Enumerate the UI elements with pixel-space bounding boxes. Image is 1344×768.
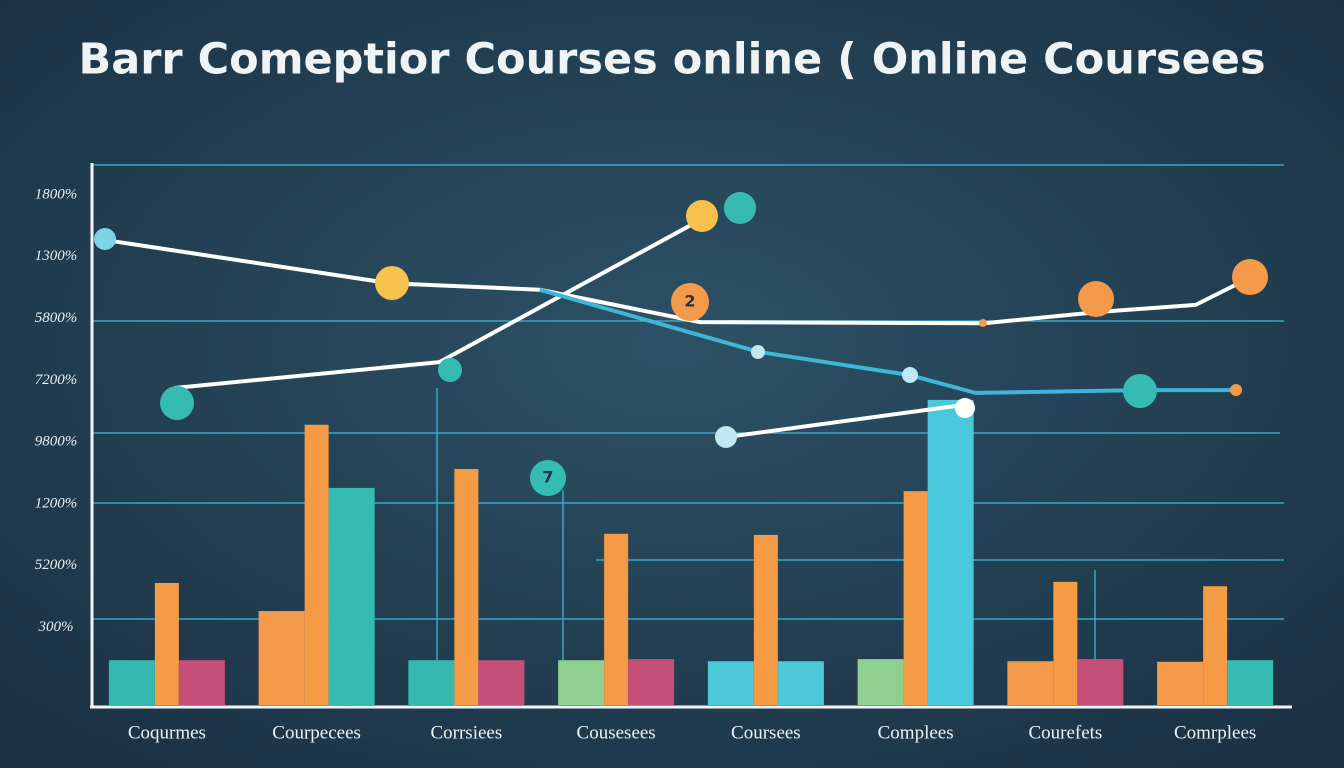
marker	[160, 386, 194, 420]
y-axis-label: 5200%	[35, 557, 78, 573]
marker	[530, 460, 566, 496]
x-tick-label: Corrsiees	[430, 722, 502, 743]
bar	[454, 469, 479, 705]
bar	[1157, 661, 1204, 705]
bar	[258, 611, 305, 705]
bar	[478, 660, 525, 705]
bar	[927, 399, 974, 705]
marker	[751, 345, 765, 359]
bar	[1077, 659, 1124, 705]
x-tick-label: Complees	[878, 722, 954, 743]
y-axis-label: 7200%	[35, 372, 78, 388]
marker	[1232, 259, 1268, 295]
marker	[715, 426, 737, 448]
y-axis-label: 1300%	[35, 248, 78, 264]
marker	[902, 367, 918, 383]
marker	[375, 266, 409, 300]
bar	[707, 661, 754, 705]
chart-title: Barr Comeptior Courses online ( Online C…	[78, 35, 1265, 85]
line	[174, 218, 701, 391]
x-tick-label: Courpecees	[272, 722, 361, 743]
line	[725, 402, 966, 440]
x-tick-label: Coqurmes	[128, 722, 206, 743]
bar	[1203, 586, 1228, 705]
annotation: 7	[542, 468, 553, 487]
bar	[328, 487, 375, 705]
axes	[90, 163, 1292, 709]
y-axis-label: 9800%	[35, 434, 78, 450]
bar	[408, 660, 455, 705]
bars	[108, 399, 1274, 705]
y-axis-label: 1800%	[35, 186, 78, 202]
bar	[558, 660, 605, 705]
bar	[777, 661, 824, 705]
marker	[438, 358, 462, 382]
marker	[979, 319, 987, 327]
marker	[724, 192, 756, 224]
x-tick-label: Cousesees	[577, 722, 656, 743]
marker	[1123, 374, 1157, 408]
bar	[178, 660, 225, 705]
marker	[1230, 384, 1242, 396]
labels: 1800% 1300% 5800% 7200% 9800% 1200% 5200% 300% C…	[35, 186, 1257, 743]
bar	[1053, 581, 1078, 705]
marker	[955, 398, 975, 418]
y-axis-label: 1200%	[35, 495, 78, 511]
bar	[154, 582, 179, 705]
marker	[1078, 281, 1114, 317]
x-tick-label: Coursees	[731, 722, 801, 743]
annotation: 2	[684, 292, 695, 311]
marker	[94, 228, 116, 250]
markers: 2 7	[94, 192, 1268, 496]
bar	[1007, 661, 1054, 705]
bar	[628, 659, 675, 705]
bar	[604, 533, 629, 705]
bar	[857, 659, 904, 705]
bar	[753, 534, 778, 705]
bar	[1227, 660, 1274, 705]
bar	[304, 424, 329, 705]
bar	[108, 660, 155, 705]
marker	[671, 283, 709, 321]
bar	[903, 491, 928, 705]
x-tick-label: Comrplees	[1174, 722, 1256, 743]
y-axis-label: 5800%	[35, 310, 78, 326]
y-axis-label: 300%	[38, 619, 74, 635]
x-tick-label: Courefets	[1028, 722, 1102, 743]
marker	[686, 200, 718, 232]
line	[105, 238, 1251, 326]
